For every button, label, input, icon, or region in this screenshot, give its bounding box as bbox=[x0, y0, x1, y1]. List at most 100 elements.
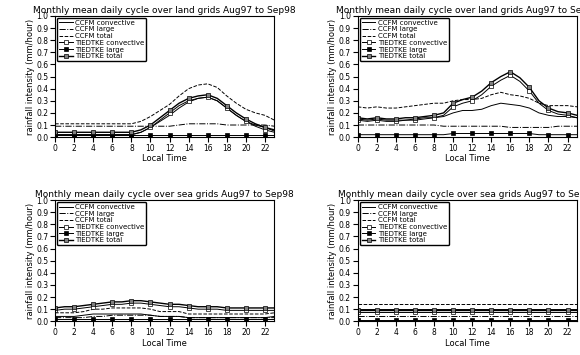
CCFM total bbox=[195, 83, 202, 87]
TIEDTKE large bbox=[554, 132, 561, 137]
TIEDTKE total bbox=[383, 117, 390, 121]
TIEDTKE convective bbox=[478, 93, 485, 97]
CCFM total bbox=[469, 302, 476, 306]
TIEDTKE convective bbox=[459, 101, 466, 105]
CCFM large bbox=[488, 124, 495, 129]
TIEDTKE total bbox=[545, 106, 552, 110]
TIEDTKE large bbox=[507, 131, 514, 136]
TIEDTKE large bbox=[545, 318, 552, 322]
CCFM convective bbox=[176, 314, 183, 318]
TIEDTKE convective bbox=[147, 125, 154, 130]
TIEDTKE convective bbox=[99, 132, 106, 137]
TIEDTKE convective bbox=[176, 305, 183, 309]
CCFM total bbox=[421, 102, 428, 106]
CCFM large bbox=[147, 313, 154, 317]
CCFM large bbox=[411, 123, 418, 127]
TIEDTKE convective bbox=[223, 308, 230, 312]
TIEDTKE large bbox=[421, 318, 428, 322]
CCFM convective bbox=[564, 307, 571, 311]
CCFM large bbox=[52, 316, 59, 320]
TIEDTKE total bbox=[233, 306, 240, 310]
TIEDTKE large bbox=[128, 132, 135, 137]
CCFM convective bbox=[195, 316, 202, 320]
TIEDTKE total bbox=[233, 111, 240, 115]
TIEDTKE total bbox=[185, 304, 192, 308]
TIEDTKE large bbox=[262, 317, 269, 321]
CCFM convective bbox=[574, 307, 580, 311]
CCFM large bbox=[516, 125, 523, 130]
TIEDTKE large bbox=[411, 132, 418, 137]
Line: CCFM large: CCFM large bbox=[55, 124, 274, 126]
CCFM large bbox=[545, 314, 552, 318]
CCFM large bbox=[271, 316, 278, 320]
CCFM large bbox=[233, 123, 240, 127]
CCFM convective bbox=[526, 106, 533, 110]
CCFM large bbox=[364, 314, 371, 318]
TIEDTKE large bbox=[421, 132, 428, 137]
TIEDTKE total bbox=[354, 308, 361, 312]
Line: CCFM large: CCFM large bbox=[358, 125, 577, 127]
TIEDTKE large bbox=[383, 132, 390, 137]
TIEDTKE large bbox=[469, 318, 476, 322]
Line: TIEDTKE large: TIEDTKE large bbox=[53, 317, 276, 320]
CCFM large bbox=[242, 316, 249, 320]
TIEDTKE total bbox=[271, 306, 278, 310]
TIEDTKE convective bbox=[90, 305, 97, 309]
CCFM large bbox=[402, 314, 409, 318]
CCFM convective bbox=[364, 118, 371, 122]
TIEDTKE large bbox=[535, 132, 542, 137]
CCFM large bbox=[262, 123, 269, 127]
TIEDTKE total bbox=[497, 75, 504, 79]
CCFM large bbox=[252, 123, 259, 127]
CCFM convective bbox=[574, 116, 580, 120]
TIEDTKE total bbox=[459, 97, 466, 102]
CCFM large bbox=[118, 124, 125, 129]
TIEDTKE total bbox=[440, 111, 447, 115]
CCFM convective bbox=[450, 307, 456, 311]
CCFM total bbox=[430, 101, 437, 105]
CCFM large bbox=[252, 316, 259, 320]
CCFM large bbox=[507, 314, 514, 318]
CCFM convective bbox=[421, 307, 428, 311]
TIEDTKE large bbox=[204, 317, 211, 321]
CCFM large bbox=[421, 123, 428, 127]
TIEDTKE large bbox=[214, 132, 221, 137]
TIEDTKE convective bbox=[52, 132, 59, 137]
Legend: CCFM convective, CCFM large, CCFM total, TIEDTKE convective, TIEDTKE large, TIED: CCFM convective, CCFM large, CCFM total,… bbox=[360, 202, 449, 246]
TIEDTKE large bbox=[574, 132, 580, 137]
CCFM large bbox=[262, 316, 269, 320]
TIEDTKE convective bbox=[421, 117, 428, 121]
CCFM convective bbox=[71, 132, 78, 137]
TIEDTKE total bbox=[71, 130, 78, 135]
TIEDTKE large bbox=[252, 132, 259, 137]
CCFM large bbox=[354, 123, 361, 127]
TIEDTKE convective bbox=[80, 306, 87, 310]
CCFM convective bbox=[128, 312, 135, 316]
CCFM convective bbox=[393, 118, 400, 122]
X-axis label: Local Time: Local Time bbox=[445, 154, 490, 163]
X-axis label: Local Time: Local Time bbox=[142, 339, 187, 348]
TIEDTKE total bbox=[421, 308, 428, 312]
CCFM total bbox=[450, 302, 456, 306]
TIEDTKE convective bbox=[185, 306, 192, 310]
CCFM large bbox=[488, 314, 495, 318]
CCFM total bbox=[497, 90, 504, 94]
CCFM convective bbox=[252, 316, 259, 320]
CCFM large bbox=[157, 124, 164, 129]
TIEDTKE convective bbox=[354, 118, 361, 122]
CCFM convective bbox=[411, 307, 418, 311]
CCFM large bbox=[450, 124, 456, 129]
TIEDTKE convective bbox=[450, 310, 456, 314]
CCFM total bbox=[450, 99, 456, 103]
TIEDTKE convective bbox=[52, 308, 59, 312]
TIEDTKE convective bbox=[535, 310, 542, 314]
TIEDTKE large bbox=[242, 317, 249, 321]
Line: TIEDTKE convective: TIEDTKE convective bbox=[356, 310, 579, 313]
TIEDTKE large bbox=[271, 317, 278, 321]
TIEDTKE total bbox=[252, 122, 259, 126]
CCFM large bbox=[271, 124, 278, 129]
CCFM convective bbox=[554, 114, 561, 119]
CCFM total bbox=[526, 302, 533, 306]
TIEDTKE convective bbox=[545, 108, 552, 113]
CCFM total bbox=[118, 122, 125, 126]
